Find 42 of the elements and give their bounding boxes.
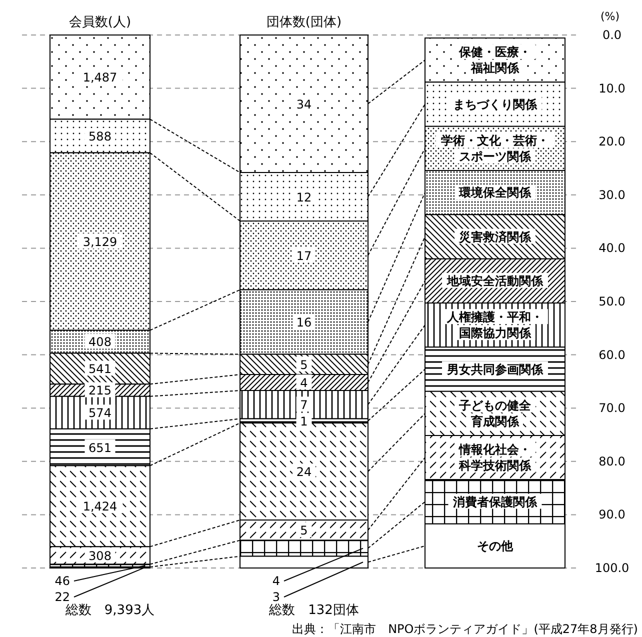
x-tick-label: 団体数(団体) [266,15,342,30]
y-tick-label: 100.0 [594,561,630,575]
y-tick-label: 40.0 [598,241,626,256]
y-tick-label: 0.0 [602,28,622,42]
source-note: 出典：「江南市 NPOボランティアガイド」(平成27年8月発行) [292,622,638,636]
y-tick-label: 60.0 [598,348,626,362]
text: 4 [272,574,280,588]
annotation: 34 [296,97,312,112]
annotation: 1 [300,414,308,428]
y-tick-label: 90.0 [598,508,626,522]
annotation: 651 [88,440,112,455]
text: 22 [54,590,70,604]
y-axis-title: (%) [600,10,620,23]
annotation: 16 [296,316,312,330]
annotation: 5 [300,358,308,372]
annotation: 1,424 [82,500,118,514]
y-tick-label: 10.0 [598,81,626,96]
annotation: 12 [296,190,312,204]
annotation: 308 [88,548,112,563]
y-tick-label: 20.0 [598,134,626,149]
annotation: 1,487 [82,70,118,85]
annotation: 3,129 [82,235,118,250]
y-tick-label: 50.0 [598,294,626,308]
annotation: 5 [300,524,308,538]
y-tick-label: 80.0 [598,454,626,468]
annotation: 4 [300,376,308,390]
annotation: 215 [88,384,112,398]
annotation: 24 [296,465,312,480]
annotation: 574 [88,406,112,420]
picture-legend-column: 保健・医療・福祉関係 まちづくり関係 学術・文化・芸術・スポーツ関係 環境保全関係 災害救済関係 地域安全活動関係 人権擁護・平和・国際協力関係 男女共同参画関係 子どもの健全育成関係 情報化社会・科学技術関係 消費者保護関係 その他 [424,38,566,568]
annotation: 7 [300,398,308,412]
y-tick-label: 30.0 [598,188,626,202]
y-tick-label: 70.0 [598,401,626,416]
annotation: 408 [88,335,112,350]
annotation: 541 [88,362,112,376]
text: 総数 132団体 [268,603,359,618]
annotation: 588 [88,130,112,144]
annotation: 17 [296,248,312,263]
text: 46 [54,574,70,588]
text: 3 [272,590,280,604]
x-tick-label: 会員数(人) [68,15,132,30]
text: 総数 9,393人 [64,603,155,618]
